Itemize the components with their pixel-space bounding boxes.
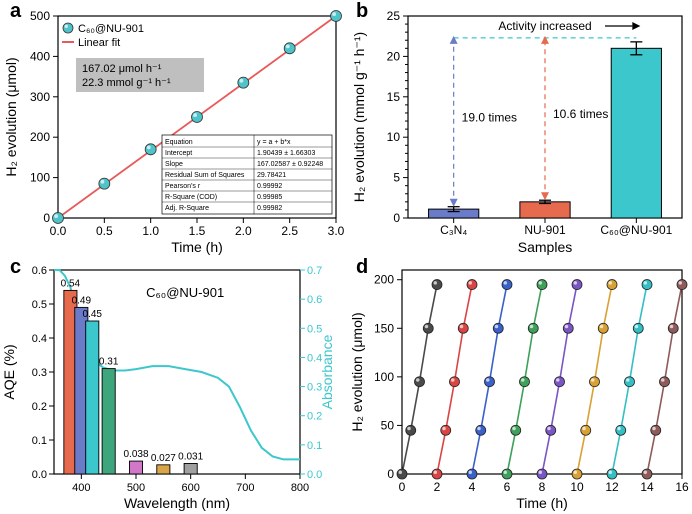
svg-text:C₃N₄: C₃N₄ (440, 223, 467, 237)
svg-text:50: 50 (381, 418, 395, 432)
svg-text:10: 10 (570, 480, 584, 494)
svg-text:10.6 times: 10.6 times (553, 107, 608, 121)
svg-text:0.99985: 0.99985 (257, 194, 282, 201)
svg-text:500: 500 (30, 9, 50, 23)
svg-text:0.49: 0.49 (72, 295, 92, 306)
panel-c-chart: 4005006007008000.00.10.20.30.40.50.60.00… (0, 256, 346, 514)
svg-text:Wavelength (nm): Wavelength (nm) (124, 495, 230, 511)
svg-text:0: 0 (393, 211, 400, 225)
svg-text:4: 4 (469, 480, 476, 494)
svg-text:0.2: 0.2 (307, 411, 322, 423)
svg-text:0: 0 (399, 480, 406, 494)
svg-text:1.0: 1.0 (142, 224, 159, 238)
svg-text:0.0: 0.0 (32, 469, 47, 481)
svg-text:400: 400 (72, 482, 90, 494)
svg-text:Intercept: Intercept (165, 150, 192, 157)
svg-text:15: 15 (387, 90, 401, 104)
svg-text:0.2: 0.2 (32, 401, 47, 413)
svg-text:0: 0 (387, 467, 394, 481)
svg-text:0.45: 0.45 (83, 309, 103, 320)
svg-text:C₆₀@NU-901: C₆₀@NU-901 (600, 223, 672, 237)
svg-text:500: 500 (127, 482, 145, 494)
svg-text:0: 0 (43, 211, 50, 225)
svg-text:0.5: 0.5 (307, 323, 322, 335)
svg-text:Equation: Equation (165, 139, 193, 146)
svg-text:700: 700 (236, 482, 254, 494)
svg-text:0.6: 0.6 (32, 265, 47, 277)
svg-text:0.5: 0.5 (32, 299, 47, 311)
svg-text:22.3 mmol g⁻¹ h⁻¹: 22.3 mmol g⁻¹ h⁻¹ (82, 77, 171, 89)
svg-text:Adj. R-Square: Adj. R-Square (165, 205, 209, 212)
svg-text:0.031: 0.031 (178, 451, 203, 462)
svg-text:800: 800 (291, 482, 309, 494)
svg-text:Absorbance: Absorbance (319, 334, 335, 409)
svg-text:Residual Sum of Squares: Residual Sum of Squares (165, 172, 245, 179)
svg-text:Time (h): Time (h) (516, 495, 568, 511)
svg-text:H₂ evolution (μmol): H₂ evolution (μmol) (3, 57, 19, 176)
svg-text:Slope: Slope (165, 161, 183, 168)
svg-text:200: 200 (30, 130, 50, 144)
svg-text:0.0: 0.0 (307, 469, 322, 481)
svg-text:5: 5 (393, 171, 400, 185)
svg-text:400: 400 (30, 49, 50, 63)
svg-text:Activity increased: Activity increased (498, 19, 591, 33)
svg-text:0.54: 0.54 (61, 278, 81, 289)
svg-text:H₂ evolution (mmol g⁻¹ h⁻¹): H₂ evolution (mmol g⁻¹ h⁻¹) (351, 32, 367, 202)
panel-a-chart: 0.0 0.5 1.0 1.5 2.0 2.5 3.0 0 100 200 300 400 500 Tim… (0, 0, 346, 256)
svg-text:200: 200 (374, 273, 394, 287)
svg-text:100: 100 (374, 370, 394, 384)
svg-text:0.1: 0.1 (307, 440, 322, 452)
svg-text:0.0: 0.0 (50, 224, 67, 238)
svg-text:0.99982: 0.99982 (257, 205, 282, 212)
svg-text:3.0: 3.0 (328, 224, 345, 238)
svg-text:0.027: 0.027 (151, 453, 176, 464)
svg-text:19.0 times: 19.0 times (462, 110, 517, 124)
svg-text:0.99992: 0.99992 (257, 183, 282, 190)
svg-text:300: 300 (30, 90, 50, 104)
svg-text:12: 12 (605, 480, 619, 494)
svg-text:1.5: 1.5 (189, 224, 206, 238)
svg-text:600: 600 (181, 482, 199, 494)
svg-text:2: 2 (434, 480, 441, 494)
svg-text:0.1: 0.1 (32, 435, 47, 447)
svg-text:2.5: 2.5 (281, 224, 298, 238)
svg-text:167.02587 ± 0.92248: 167.02587 ± 0.92248 (257, 161, 323, 168)
svg-text:2.0: 2.0 (235, 224, 252, 238)
svg-text:0.5: 0.5 (96, 224, 113, 238)
svg-text:6: 6 (504, 480, 511, 494)
svg-text:1.90439 ± 1.66303: 1.90439 ± 1.66303 (257, 150, 315, 157)
svg-text:AQE (%): AQE (%) (1, 344, 17, 399)
svg-text:0.6: 0.6 (307, 294, 322, 306)
panel-b-chart: 0 5 10 15 20 25 C₃N₄ NU-901 C₆₀@NU-901 Samples H₂ … (346, 0, 692, 256)
svg-text:y = a + b*x: y = a + b*x (257, 139, 291, 146)
svg-text:Time (h): Time (h) (171, 239, 223, 255)
svg-text:Linear fit: Linear fit (78, 37, 120, 49)
svg-text:H₂ evolution (μmol): H₂ evolution (μmol) (349, 312, 365, 431)
svg-text:C₆₀@NU-901: C₆₀@NU-901 (146, 285, 224, 300)
svg-text:10: 10 (387, 130, 401, 144)
svg-text:0.4: 0.4 (32, 333, 47, 345)
svg-text:C₆₀@NU-901: C₆₀@NU-901 (78, 23, 144, 35)
svg-text:8: 8 (539, 480, 546, 494)
panel-d-chart: 0 2 4 6 8 10 12 14 16 0 50 100 150 200 Time (h) H₂ evol… (346, 256, 692, 514)
svg-text:25: 25 (387, 9, 401, 23)
svg-text:R-Square (COD): R-Square (COD) (165, 194, 217, 201)
svg-text:16: 16 (675, 480, 689, 494)
svg-text:Pearson's r: Pearson's r (165, 183, 201, 190)
svg-text:20: 20 (387, 49, 401, 63)
svg-text:150: 150 (374, 321, 394, 335)
svg-text:29.78421: 29.78421 (257, 172, 286, 179)
svg-text:0.3: 0.3 (32, 367, 47, 379)
svg-text:100: 100 (30, 171, 50, 185)
svg-text:0.7: 0.7 (307, 265, 322, 277)
svg-text:0.038: 0.038 (123, 449, 148, 460)
svg-text:NU-901: NU-901 (524, 223, 566, 237)
svg-text:167.02 μmol h⁻¹: 167.02 μmol h⁻¹ (82, 63, 162, 75)
svg-text:Samples: Samples (518, 239, 572, 255)
svg-text:0.31: 0.31 (99, 357, 119, 368)
svg-text:14: 14 (640, 480, 654, 494)
